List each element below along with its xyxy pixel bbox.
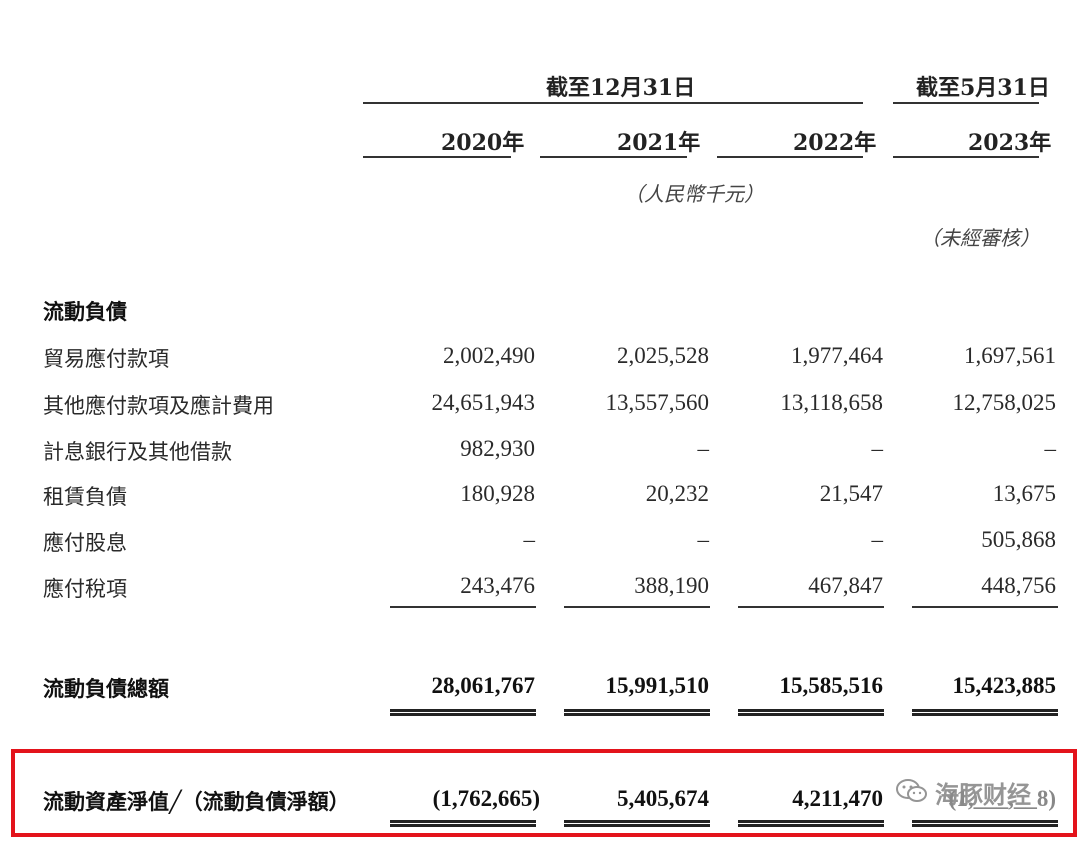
period-header-may31: 截至5月31日 (916, 75, 1050, 101)
year-2021-header: 2021年 (617, 130, 701, 156)
net-cell: 4,211,470 (792, 786, 883, 811)
table-cell: 1,697,561 (964, 343, 1056, 368)
wechat-icon (895, 777, 929, 809)
watermark: 海豚财经 (895, 775, 1031, 810)
table-cell: – (523, 527, 536, 552)
subtotal-rule-2021 (564, 606, 710, 608)
year-header-rule-2022 (717, 156, 863, 158)
table-cell: 13,118,658 (780, 390, 883, 415)
table-cell: 243,476 (460, 573, 535, 598)
year-2020-header: 2020年 (441, 130, 525, 156)
year-2022-header: 2022年 (793, 130, 877, 156)
table-cell: – (871, 527, 884, 552)
net-double-rule-2020 (390, 820, 536, 827)
net-double-rule-2021 (564, 820, 710, 827)
table-cell: 21,547 (819, 481, 883, 506)
row-label: 貿易應付款項 (43, 347, 169, 371)
table-cell: 388,190 (634, 573, 709, 598)
watermark-text: 海豚财经 (935, 781, 1031, 809)
net-double-rule-2023 (912, 820, 1058, 827)
table-cell: – (697, 436, 710, 461)
table-cell: 13,557,560 (605, 390, 710, 415)
total-cell: 15,585,516 (779, 673, 884, 698)
table-cell: 2,002,490 (443, 343, 535, 368)
row-label: 租賃負債 (43, 485, 127, 509)
year-header-rule-2020 (363, 156, 511, 158)
subtotal-rule-2022 (738, 606, 884, 608)
total-double-rule-2022 (738, 709, 884, 716)
table-cell: 467,847 (808, 573, 883, 598)
table-cell: 2,025,528 (617, 343, 709, 368)
unaudited-note: （未經審核） (920, 226, 1040, 250)
total-double-rule-2021 (564, 709, 710, 716)
subtotal-rule-2020 (390, 606, 536, 608)
section-title-current-liabilities: 流動負債 (43, 299, 127, 324)
net-cell: (1,___,__8) (948, 786, 1056, 811)
table-cell: 12,758,025 (952, 390, 1057, 415)
net-cell: (1,762,665) (432, 786, 540, 811)
year-header-rule-2021 (540, 156, 687, 158)
net-cell: 5,405,674 (617, 786, 709, 811)
table-cell: 1,977,464 (791, 343, 883, 368)
year-2023-header: 2023年 (968, 130, 1052, 156)
net-label: 流動資產淨值╱（流動負債淨額） (43, 789, 350, 814)
row-label: 應付稅項 (43, 577, 127, 601)
total-cell: 15,991,510 (605, 673, 710, 698)
period-header-may31-rule (893, 102, 1039, 104)
currency-unit-note: （人民幣千元） (624, 182, 764, 206)
table-cell: 20,232 (645, 481, 709, 506)
total-cell: 28,061,767 (431, 673, 536, 698)
table-cell: – (697, 527, 710, 552)
year-header-rule-2023 (893, 156, 1039, 158)
row-label: 應付股息 (43, 531, 127, 555)
table-cell: 13,675 (992, 481, 1056, 506)
net-double-rule-2022 (738, 820, 884, 827)
table-cell: 24,651,943 (431, 390, 536, 415)
subtotal-rule-2023 (912, 606, 1058, 608)
table-cell: – (871, 436, 884, 461)
row-label: 計息銀行及其他借款 (43, 440, 232, 464)
total-label: 流動負債總額 (43, 676, 169, 701)
total-cell: 15,423,885 (952, 673, 1057, 698)
table-cell: – (1044, 436, 1057, 461)
row-label: 其他應付款項及應計費用 (43, 394, 274, 418)
table-cell: 180,928 (460, 481, 535, 506)
period-header-dec31-rule (363, 102, 863, 104)
table-cell: 505,868 (981, 527, 1056, 552)
total-double-rule-2020 (390, 709, 536, 716)
table-cell: 448,756 (981, 573, 1056, 598)
highlight-box (11, 749, 1077, 837)
period-header-dec31: 截至12月31日 (546, 75, 696, 101)
total-double-rule-2023 (912, 709, 1058, 716)
table-cell: 982,930 (460, 436, 535, 461)
